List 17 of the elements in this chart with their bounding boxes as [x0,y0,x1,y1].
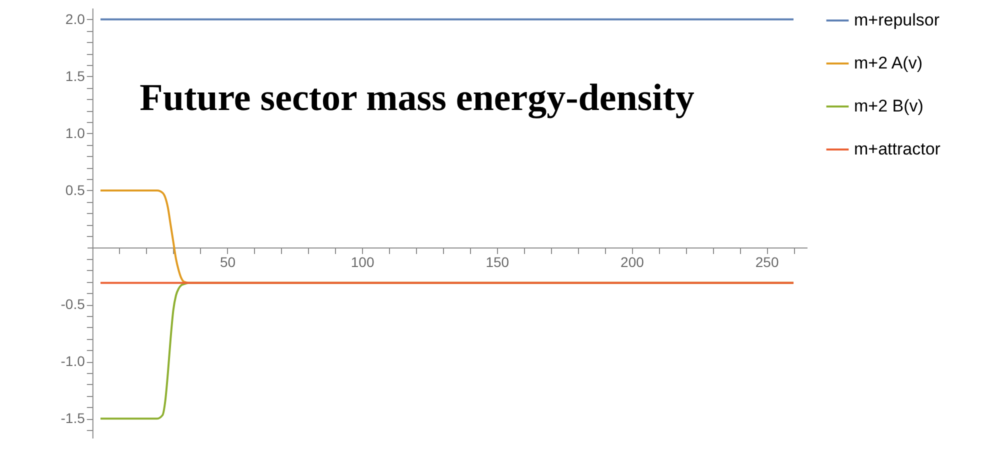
legend-label: m+2 B(v) [854,96,924,116]
y-tick-label: 2.0 [65,10,86,27]
y-tick-label: 0.5 [65,182,86,198]
y-tick-label: 1.0 [65,124,86,141]
y-tick-label: -1.0 [60,353,86,370]
x-tick-label: 150 [486,254,510,270]
x-tick-label: 100 [350,254,374,270]
x-tick-label: 250 [755,254,779,270]
legend-label: m+attractor [854,140,941,158]
legend-label: m+2 A(v) [854,54,922,72]
x-tick-label: 200 [620,254,644,270]
y-tick-label: -1.5 [60,410,86,426]
text: Future sector mass energy-density [140,77,694,119]
y-tick-label: 1.5 [65,68,86,84]
y-tick-label: -0.5 [60,296,86,312]
x-tick-label: 50 [220,254,236,270]
legend-label: m+repulsor [854,10,940,30]
